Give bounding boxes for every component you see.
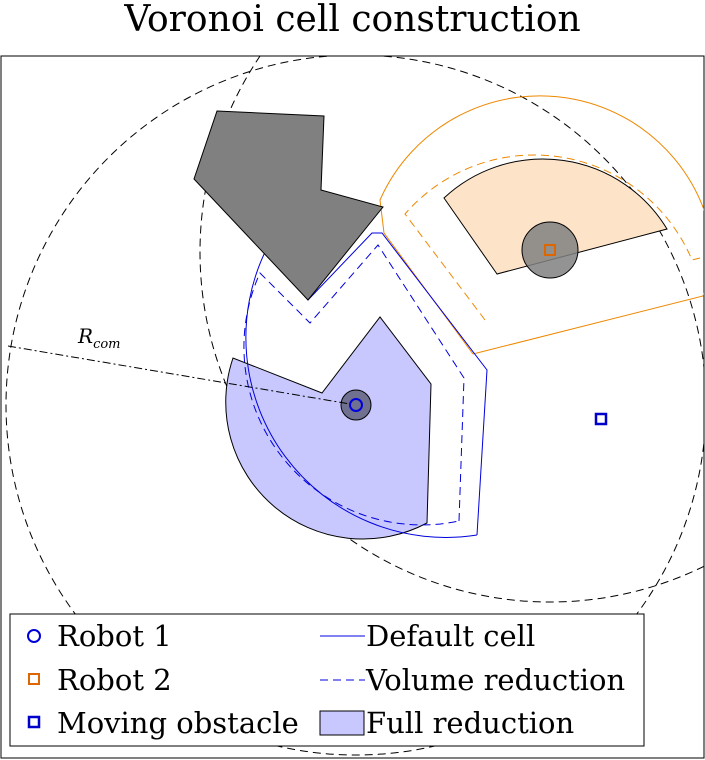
legend-default-cell-label: Default cell <box>366 619 535 653</box>
rcom-label: Rcom <box>77 324 121 352</box>
robot2-body <box>521 221 579 279</box>
diagram-title: Voronoi cell construction <box>124 0 581 40</box>
robot1-full-reduction <box>225 316 432 540</box>
legend-volume-reduction-label: Volume reduction <box>365 663 625 697</box>
legend-robot2-label: Robot 2 <box>57 663 172 697</box>
robot1-marker <box>349 398 363 412</box>
legend-robot1-label: Robot 1 <box>57 619 172 653</box>
robot1-body <box>340 389 372 421</box>
comm-range-robot1 <box>5 56 704 756</box>
rcom-radius-line <box>7 345 351 405</box>
legend-robot2-icon <box>28 673 40 685</box>
comm-range-robot2 <box>199 56 704 603</box>
legend-moving-obstacle-label: Moving obstacle <box>57 706 299 740</box>
rcom-label-sub: com <box>93 337 120 352</box>
legend: Robot 1 Robot 2 Moving obstacle Default … <box>9 613 645 747</box>
legend-moving-obstacle-icon <box>27 715 41 729</box>
moving-obstacle-marker <box>594 412 608 426</box>
robot2-marker <box>544 244 556 256</box>
robot1-volume-reduction <box>243 244 465 526</box>
static-obstacle <box>193 110 384 301</box>
robot2-volume-reduction <box>404 154 701 321</box>
legend-full-reduction-icon <box>319 710 365 736</box>
robot2-default-cell <box>379 95 704 355</box>
rcom-label-main: R <box>77 324 93 348</box>
plot-frame <box>0 55 705 759</box>
robot1-default-cell <box>245 232 488 538</box>
robot2-full-reduction <box>443 158 668 275</box>
legend-full-reduction-label: Full reduction <box>366 706 574 740</box>
legend-robot1-icon <box>27 629 41 643</box>
